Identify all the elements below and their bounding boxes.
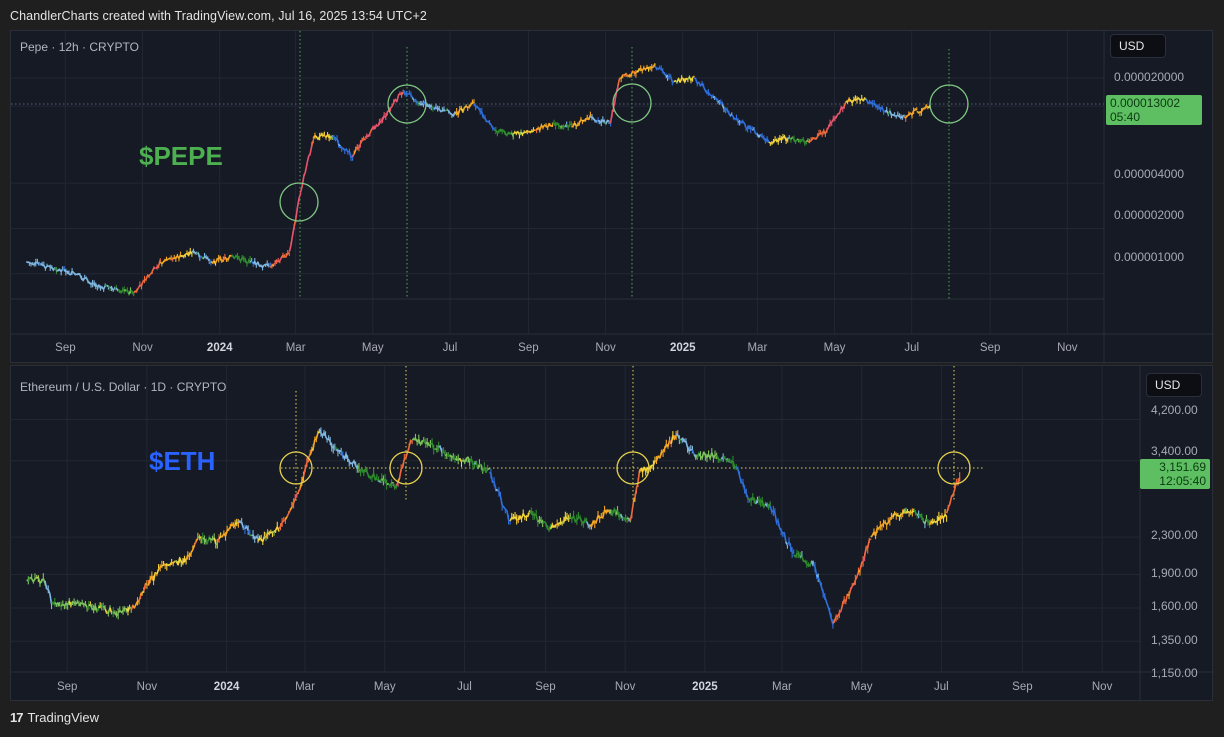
attribution-header: ChandlerCharts created with TradingView.…	[10, 9, 427, 23]
time-axis-label: Mar	[772, 681, 792, 693]
eth-price-tick: 2,300.00	[1151, 528, 1198, 542]
pepe-price-plot[interactable]	[11, 31, 1214, 364]
time-axis-label: Jul	[457, 681, 472, 693]
time-axis-label: Sep	[56, 681, 78, 693]
time-axis-label: Sep	[1012, 681, 1033, 693]
eth-bar-countdown: 12:05:40	[1159, 474, 1206, 488]
time-axis-label: May	[361, 342, 384, 354]
eth-last-price: 3,151.69	[1159, 460, 1206, 474]
pepe-price-tick: 0.000002000	[1114, 208, 1185, 222]
eth-price-tick: 3,400.00	[1151, 444, 1198, 458]
pepe-price-tick: 0.000001000	[1114, 250, 1185, 264]
pepe-bar-countdown: 05:40	[1110, 110, 1141, 124]
time-axis-label: Nov	[132, 342, 153, 354]
tradingview-footer[interactable]: 17 TradingView	[10, 710, 99, 725]
time-axis-label: Jul	[442, 342, 458, 354]
time-axis-label: Sep	[535, 681, 556, 693]
time-axis-label: Mar	[285, 342, 306, 354]
pepe-symbol-title: Pepe · 12h · CRYPTO	[20, 40, 139, 54]
time-axis-label: Jul	[934, 681, 949, 693]
eth-symbol-title: Ethereum / U.S. Dollar · 1D · CRYPTO	[20, 380, 227, 394]
time-axis-label: Mar	[747, 342, 768, 354]
time-axis-label: Sep	[55, 342, 76, 354]
eth-price-plot[interactable]	[11, 366, 1214, 702]
eth-price-tick: 1,350.00	[1151, 633, 1198, 647]
eth-price-tick: 4,200.00	[1151, 403, 1198, 417]
time-axis-label: May	[823, 342, 846, 354]
time-axis-label: 2024	[206, 342, 233, 354]
time-axis-label: May	[850, 681, 873, 693]
eth-last-price-tag: 3,151.69 12:05:40	[1140, 459, 1210, 489]
pepe-price-tick: 0.000004000	[1114, 167, 1185, 181]
time-axis-label: Jul	[904, 342, 920, 354]
time-axis-label: 2025	[669, 342, 696, 354]
time-axis-label: 2025	[692, 681, 718, 693]
time-axis-label: Nov	[595, 342, 616, 354]
pepe-last-price: 0.000013002	[1110, 96, 1181, 110]
time-axis-label: Mar	[295, 681, 315, 693]
time-axis-label: Sep	[979, 342, 1001, 354]
time-axis-label: Nov	[1091, 681, 1113, 693]
eth-price-tick: 1,600.00	[1151, 599, 1198, 613]
eth-price-tick: 1,150.00	[1151, 666, 1198, 680]
time-axis-label: Sep	[518, 342, 539, 354]
pepe-chart-panel[interactable]: Pepe · 12h · CRYPTO $PEPE USD 0.00002000…	[10, 30, 1214, 364]
eth-chart-panel[interactable]: Ethereum / U.S. Dollar · 1D · CRYPTO $ET…	[10, 365, 1214, 702]
eth-annotation-label: $ETH	[149, 446, 216, 476]
pepe-last-price-tag: 0.000013002 05:40	[1106, 95, 1202, 125]
eth-price-tick: 1,900.00	[1151, 566, 1198, 580]
time-axis-label: 2024	[213, 681, 240, 693]
time-axis-label: May	[373, 681, 396, 693]
pepe-annotation-label: $PEPE	[139, 141, 223, 171]
eth-currency-button[interactable]: USD	[1146, 373, 1202, 397]
time-axis-label: Nov	[1057, 342, 1078, 354]
time-axis-label: Nov	[136, 681, 158, 693]
tradingview-brand: TradingView	[27, 710, 100, 725]
tradingview-logo-icon: 17	[10, 710, 24, 725]
pepe-currency-button[interactable]: USD	[1110, 34, 1166, 58]
pepe-price-tick: 0.000020000	[1114, 70, 1185, 84]
time-axis-label: Nov	[614, 681, 636, 693]
